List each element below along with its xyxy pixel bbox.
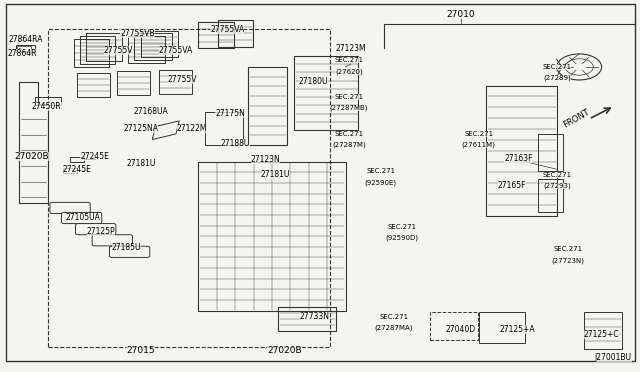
Text: 27864R: 27864R <box>8 49 37 58</box>
Text: FRONT: FRONT <box>561 108 591 130</box>
FancyBboxPatch shape <box>61 212 102 224</box>
Text: 27125P: 27125P <box>87 227 115 236</box>
Text: 27181U: 27181U <box>260 170 290 179</box>
Text: SEC.271: SEC.271 <box>542 172 572 178</box>
Text: 27181U: 27181U <box>126 159 156 168</box>
Bar <box>159 70 192 94</box>
Bar <box>134 33 172 60</box>
FancyBboxPatch shape <box>109 246 150 257</box>
Bar <box>63 168 77 173</box>
Text: 27123N: 27123N <box>251 155 280 164</box>
Text: 27755VA: 27755VA <box>159 46 193 55</box>
Text: (27293): (27293) <box>543 183 571 189</box>
Bar <box>205 112 243 145</box>
Text: 27755VB: 27755VB <box>120 29 155 38</box>
Text: (27723N): (27723N) <box>552 257 585 264</box>
Bar <box>538 179 563 212</box>
Bar <box>486 86 557 216</box>
Bar <box>86 33 122 61</box>
Bar <box>198 162 346 311</box>
Text: (27287MB): (27287MB) <box>330 105 368 111</box>
Bar <box>117 71 150 95</box>
FancyBboxPatch shape <box>50 202 90 214</box>
Text: (27287MA): (27287MA) <box>374 325 413 331</box>
Text: SEC.271: SEC.271 <box>334 57 364 63</box>
Text: SEC.271: SEC.271 <box>334 131 364 137</box>
Text: J27001BU: J27001BU <box>595 353 632 362</box>
Text: 27123M: 27123M <box>335 44 366 53</box>
Text: 27175N: 27175N <box>216 109 245 118</box>
Bar <box>479 312 525 343</box>
Text: (27620): (27620) <box>335 68 363 75</box>
Text: 27245E: 27245E <box>62 165 92 174</box>
Bar <box>17 46 31 51</box>
Bar <box>248 67 287 145</box>
Bar <box>16 45 35 52</box>
Text: SEC.271: SEC.271 <box>464 131 493 137</box>
Text: 27755VA: 27755VA <box>210 25 244 34</box>
Text: 27168UA: 27168UA <box>133 107 168 116</box>
Text: 27165F: 27165F <box>498 182 526 190</box>
Bar <box>218 20 253 46</box>
Text: (92590D): (92590D) <box>385 235 419 241</box>
Bar <box>128 36 165 63</box>
Text: 27125+A: 27125+A <box>499 325 535 334</box>
Bar <box>80 36 115 64</box>
Text: (27289): (27289) <box>543 75 571 81</box>
Bar <box>198 22 234 48</box>
Text: 27188U: 27188U <box>221 139 250 148</box>
Text: SEC.271: SEC.271 <box>334 94 364 100</box>
Text: 27733N: 27733N <box>300 312 330 321</box>
Text: 27020B: 27020B <box>15 152 49 161</box>
Text: SEC.271: SEC.271 <box>366 168 396 174</box>
Text: 27755V: 27755V <box>168 76 197 84</box>
Text: 27864RA: 27864RA <box>8 35 43 44</box>
Bar <box>141 31 178 57</box>
Text: 27040D: 27040D <box>445 325 476 334</box>
Text: 27450R: 27450R <box>32 102 61 110</box>
Text: 27020B: 27020B <box>268 346 302 355</box>
Bar <box>584 312 622 349</box>
Text: 27125NA: 27125NA <box>124 124 158 133</box>
Bar <box>538 134 563 171</box>
Bar <box>294 56 358 130</box>
Text: 27015: 27015 <box>127 346 155 355</box>
Text: 27245E: 27245E <box>80 152 109 161</box>
Text: 27163F: 27163F <box>504 154 532 163</box>
FancyBboxPatch shape <box>76 224 116 235</box>
Bar <box>70 157 84 162</box>
Text: 27755V: 27755V <box>104 46 133 55</box>
Text: 27125+C: 27125+C <box>584 330 620 339</box>
Text: SEC.271: SEC.271 <box>554 246 583 252</box>
Text: (27611M): (27611M) <box>462 142 495 148</box>
Text: SEC.271: SEC.271 <box>379 314 408 320</box>
Text: (27287M): (27287M) <box>332 142 365 148</box>
Text: SEC.271: SEC.271 <box>387 224 417 230</box>
Bar <box>74 39 109 67</box>
Bar <box>430 312 478 340</box>
Text: 27180U: 27180U <box>299 77 328 86</box>
Text: 27122M: 27122M <box>177 124 207 133</box>
Bar <box>48 29 330 347</box>
Bar <box>278 307 336 331</box>
Text: (92590E): (92590E) <box>365 179 397 186</box>
Text: SEC.271: SEC.271 <box>542 64 572 70</box>
FancyBboxPatch shape <box>92 235 132 246</box>
Text: 27105UA: 27105UA <box>66 213 100 222</box>
Bar <box>35 97 61 105</box>
Text: 27010: 27010 <box>447 10 475 19</box>
Bar <box>77 73 110 97</box>
Text: 27185U: 27185U <box>112 243 141 252</box>
